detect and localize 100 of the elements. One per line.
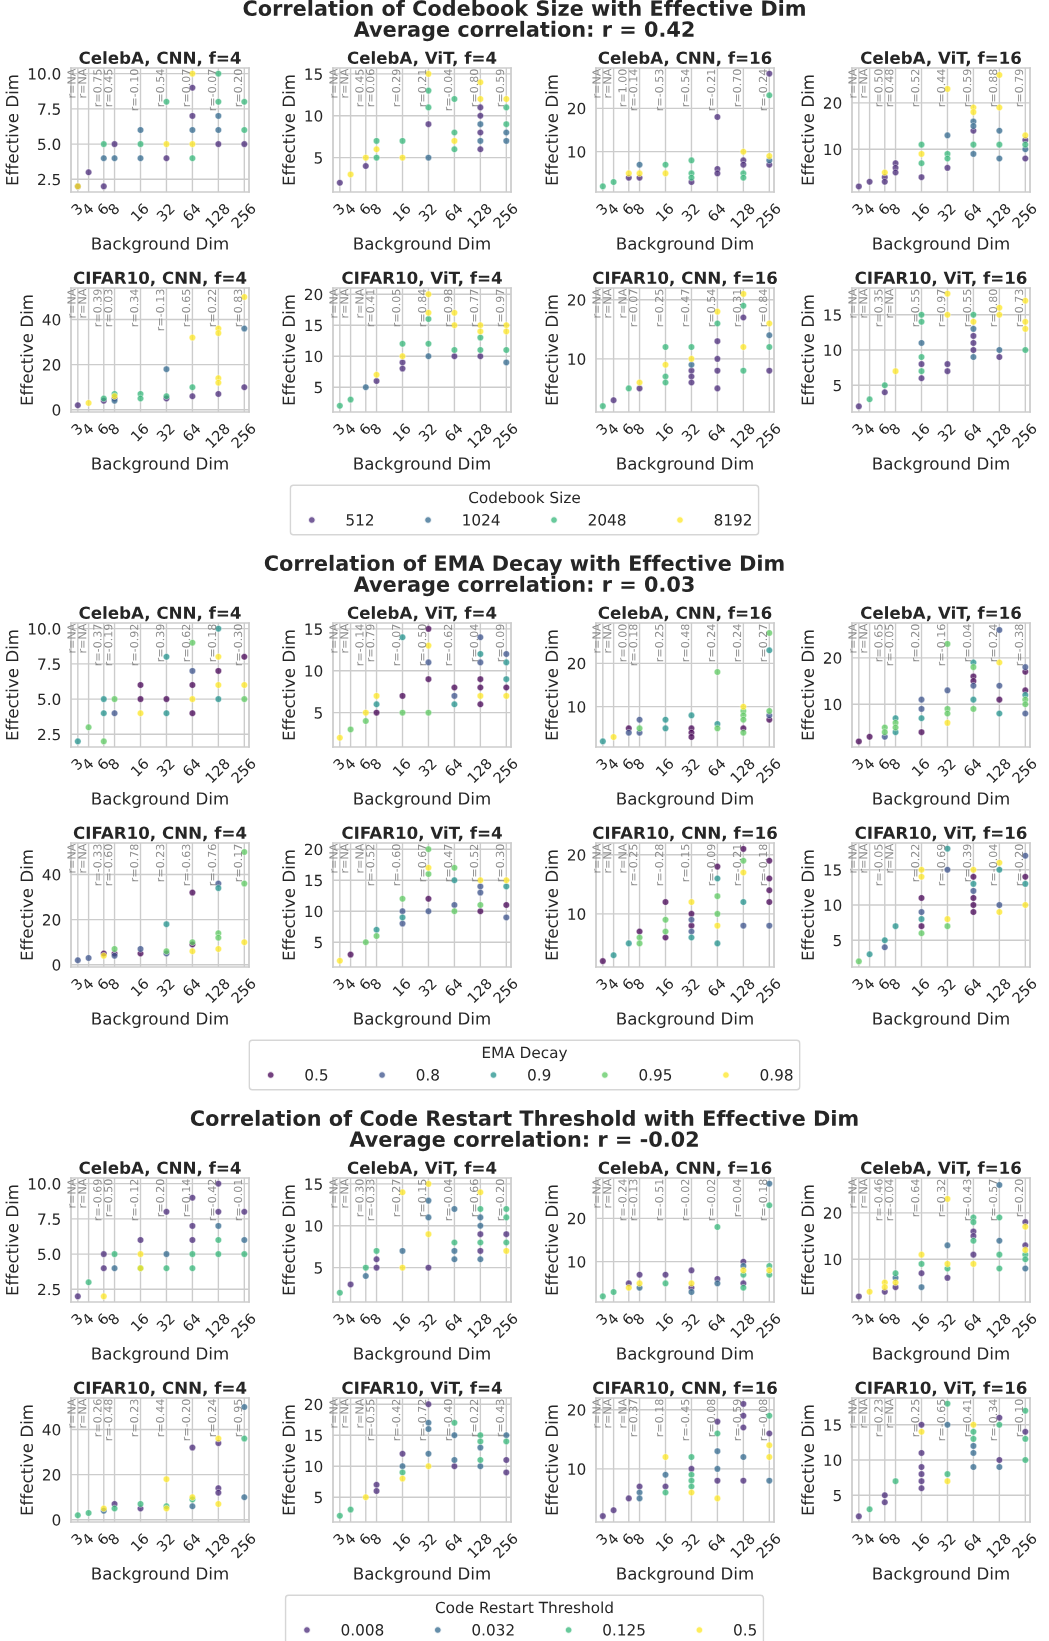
x-tick-label: 128 <box>729 1532 756 1559</box>
annotation: r=NA <box>78 288 87 318</box>
annotation: r=0.26 <box>93 1399 102 1437</box>
annotation: r=0.18 <box>654 1399 664 1437</box>
annotation: r=0.79 <box>1014 69 1024 107</box>
annotation: r=0.75 <box>93 69 102 107</box>
y-tick-label: 10.0 <box>28 1178 61 1190</box>
x-tick-label: 64 <box>181 757 202 778</box>
annotation: r=0.17 <box>233 844 243 882</box>
x-tick-label: 16 <box>130 757 150 777</box>
annotation: r=-0.20 <box>181 1399 191 1441</box>
y-tick-label: 10 <box>568 146 586 158</box>
y-axis-title: Effective Dim <box>5 630 19 740</box>
x-tick-label: 16 <box>130 977 150 997</box>
x-axis-title: Background Dim <box>617 236 753 254</box>
x-tick-label: 3 <box>70 1312 84 1326</box>
annotation: r=NA <box>859 1398 868 1428</box>
y-axis-title: Effective Dim <box>545 75 559 185</box>
x-tick-label: 16 <box>911 1312 931 1332</box>
annotation: r=-0.42 <box>207 1179 217 1221</box>
x-tick-label: 128 <box>729 757 756 784</box>
x-tick-label: 16 <box>655 1312 675 1332</box>
annotation: r=NA <box>340 68 349 98</box>
annotation: r=NA <box>340 288 349 318</box>
annotation: r=0.30 <box>495 844 505 882</box>
y-tick-label: 2.5 <box>38 728 60 741</box>
x-axis-title: Background Dim <box>354 236 490 254</box>
chart-title: CIFAR10, ViT, f=16 <box>855 271 1027 287</box>
x-axis-title: Background Dim <box>354 456 490 474</box>
x-axis-title: Background Dim <box>354 1011 490 1029</box>
x-tick-label: 4 <box>606 202 620 216</box>
annotation: r=NA <box>329 288 338 318</box>
annotation: r=NA <box>340 623 349 653</box>
x-axis-title: Background Dim <box>873 1011 1009 1029</box>
x-tick-label: 8 <box>888 977 902 991</box>
annotation: r=-0.05 <box>874 844 883 886</box>
x-tick-label: 3 <box>332 202 346 216</box>
annotation: r=0.25 <box>654 624 664 662</box>
x-tick-label: 16 <box>911 757 931 777</box>
x-axis-title: Background Dim <box>92 456 228 474</box>
annotation: r=-0.04 <box>885 1179 894 1221</box>
y-tick-label: 15 <box>305 874 322 887</box>
x-axis-title: Background Dim <box>92 1566 228 1584</box>
y-tick-label: 40 <box>42 314 61 326</box>
x-tick-label: 64 <box>181 1312 202 1333</box>
y-tick-label: 20 <box>567 1404 586 1416</box>
x-tick-label: 128 <box>985 977 1012 1004</box>
x-tick-label: 16 <box>392 1532 412 1552</box>
y-tick-label: 10 <box>824 1253 842 1266</box>
x-tick-label: 32 <box>155 422 175 443</box>
x-tick-label: 16 <box>130 1312 150 1332</box>
x-tick-label: 128 <box>204 202 231 229</box>
annotation: r=0.39 <box>155 624 165 662</box>
x-tick-label: 16 <box>130 422 150 442</box>
x-tick-label: 32 <box>936 1312 956 1333</box>
x-tick-label: 3 <box>332 757 346 771</box>
annotation: r=NA <box>340 843 349 873</box>
annotation: r=NA <box>329 623 338 653</box>
x-tick-label: 4 <box>81 1312 95 1326</box>
x-tick-label: 32 <box>936 1532 956 1553</box>
text: Average correlation: r = 0.03 <box>353 575 694 597</box>
annotation: r=-0.09 <box>706 844 716 886</box>
annotation: r=-0.20 <box>495 1179 505 1221</box>
annotation: r=NA <box>67 1178 76 1208</box>
y-axis-title: Effective Dim <box>801 295 815 405</box>
x-tick-label: 32 <box>936 757 956 778</box>
x-tick-label: 3 <box>851 1532 865 1546</box>
y-axis-title: Effective Dim <box>20 1405 34 1515</box>
annotation: r=NA <box>859 68 868 98</box>
annotation: r=0.48 <box>680 624 690 662</box>
y-tick-label: 10 <box>824 698 842 711</box>
x-tick-label: 128 <box>204 977 231 1004</box>
annotation: r=0.50 <box>104 1179 113 1217</box>
x-tick-label: 128 <box>985 1532 1012 1559</box>
x-tick-label: 4 <box>81 422 95 436</box>
x-tick-label: 8 <box>888 1532 902 1546</box>
x-tick-label: 32 <box>680 977 700 998</box>
x-axis-title: Background Dim <box>617 1011 753 1029</box>
annotation: r=0.20 <box>1014 1179 1024 1217</box>
annotation: r=NA <box>78 1178 87 1208</box>
annotation: r=NA <box>859 1178 868 1208</box>
annotation: r=0.04 <box>962 624 972 662</box>
y-axis-title: Effective Dim <box>282 75 296 185</box>
annotation: r=NA <box>618 843 627 873</box>
annotation: r=0.39 <box>93 289 102 327</box>
y-tick-label: 20 <box>567 849 586 861</box>
chart-title: CelebA, CNN, f=4 <box>79 606 241 622</box>
y-tick-label: 5 <box>314 936 322 949</box>
y-axis-title: Effective Dim <box>20 850 34 960</box>
annotation: r=0.52 <box>910 69 920 107</box>
chart-title: CelebA, ViT, f=4 <box>347 51 497 67</box>
x-tick-label: 32 <box>417 1532 437 1553</box>
annotation: r=-0.33 <box>93 844 102 886</box>
x-axis-title: Background Dim <box>92 1011 228 1029</box>
annotation: r=-0.46 <box>874 1179 883 1221</box>
annotation: r=NA <box>592 68 601 98</box>
x-tick-label: 128 <box>985 1312 1012 1339</box>
annotation: r=NA <box>78 68 87 98</box>
annotation: r=0.20 <box>910 624 920 662</box>
annotation: r=0.43 <box>495 1399 505 1437</box>
